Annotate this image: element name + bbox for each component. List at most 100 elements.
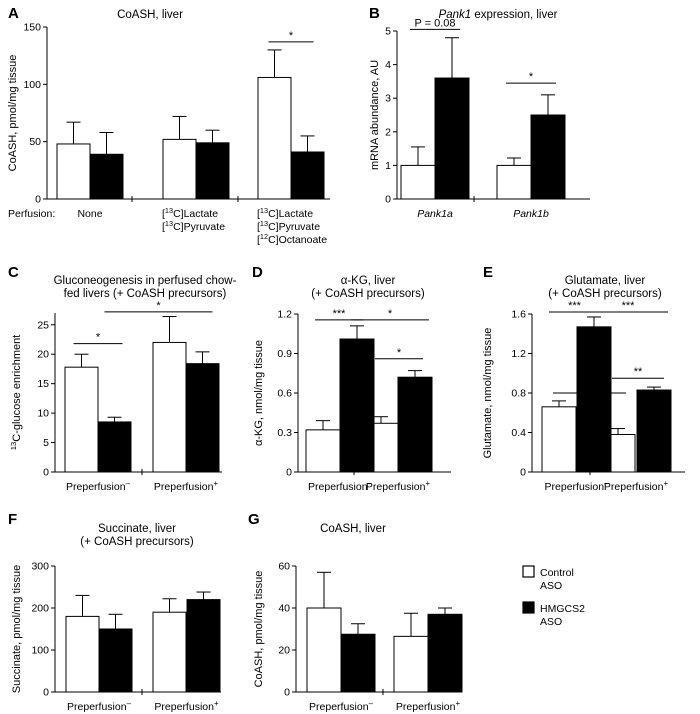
- x-tick-label: [13C]Pyruvate: [257, 219, 320, 234]
- bar: [152, 611, 187, 693]
- significance-bracket-label: *: [156, 300, 161, 312]
- y-tick-label: 15: [37, 378, 49, 390]
- y-tick-label: 50: [29, 136, 41, 148]
- significance-bracket-label: *: [289, 30, 294, 42]
- x-tick-label: Preperfusion+: [154, 699, 219, 714]
- panel-title-line: α-KG, liver: [341, 275, 396, 287]
- bar: [530, 114, 566, 200]
- x-tick-label: Preperfusion–: [545, 479, 610, 494]
- chart-panel-a: A CoASH, liver CoASH, pmol/mg tissue 0 50 100…: [7, 5, 330, 246]
- y-axis-label: CoASH, pmol/mg tissue: [253, 571, 265, 688]
- y-axis-label: CoASH, pmol/mg tissue: [7, 55, 19, 172]
- panel-label-e: E: [483, 264, 493, 281]
- significance-bracket-label: NS: [582, 381, 597, 393]
- significance-bracket-label: **: [634, 366, 643, 378]
- y-tick-label: 5: [385, 26, 391, 38]
- panel-label-d: D: [252, 264, 263, 281]
- x-tick-label: Preperfusion–: [309, 699, 374, 714]
- y-tick-label: 0: [520, 467, 526, 479]
- x-tick-label: Preperfusion+: [604, 479, 669, 494]
- bar: [152, 341, 187, 473]
- y-tick-label: 20: [37, 349, 49, 361]
- y-tick-label: 0: [43, 467, 49, 479]
- bar: [186, 599, 221, 693]
- y-tick-label: 100: [23, 79, 41, 91]
- bar: [636, 389, 672, 473]
- legend-label: Control: [540, 567, 574, 579]
- x-tick-label: Preperfusion–: [67, 699, 132, 714]
- y-tick-label: 60: [278, 561, 290, 573]
- y-tick-label: 5: [43, 437, 49, 449]
- legend-label: ASO: [540, 580, 562, 592]
- x-tick-label: [13C]Pyruvate: [162, 219, 225, 234]
- bar: [305, 429, 341, 473]
- panel-label-f: F: [8, 511, 17, 528]
- y-tick-label: 0.4: [511, 427, 526, 439]
- y-tick-label: 0: [286, 467, 292, 479]
- bar: [56, 143, 91, 200]
- y-tick-label: 1.6: [511, 309, 526, 321]
- panel-label-c: C: [8, 264, 19, 281]
- y-tick-label: 1.2: [511, 348, 526, 360]
- significance-bracket-label: *: [397, 347, 402, 359]
- bar: [257, 76, 292, 200]
- significance-bracket-label: *: [96, 332, 101, 344]
- significance-bracket-label: *: [529, 71, 534, 83]
- y-tick-label: 0: [43, 687, 49, 699]
- bar: [541, 406, 577, 473]
- y-tick-label: 300: [31, 561, 49, 573]
- y-tick-label: 0.6: [277, 388, 292, 400]
- bar: [89, 153, 124, 200]
- perfusion-row-label: Perfusion:: [8, 208, 55, 220]
- bar: [162, 138, 197, 200]
- significance-bracket-label: ***: [333, 308, 347, 320]
- y-tick-label: 0.8: [511, 388, 526, 400]
- bar: [64, 366, 99, 473]
- y-tick-label: 2: [385, 126, 391, 138]
- significance-bracket-label: ***: [568, 300, 582, 312]
- bar: [290, 151, 325, 200]
- panel-label-b: B: [369, 5, 380, 22]
- chart-panel-c: C Gluconeogenesis in perfused chow-fed li…: [8, 264, 237, 479]
- x-tick-label: Preperfusion+: [366, 479, 431, 494]
- x-tick-label: Pank1a: [417, 208, 453, 220]
- bar: [65, 615, 100, 693]
- y-tick-label: 3: [385, 93, 391, 105]
- bar: [397, 376, 433, 473]
- legend-swatch: [522, 565, 535, 578]
- bar: [576, 326, 612, 473]
- y-axis-label: 13C-glucose enrichment: [9, 335, 24, 451]
- significance-label: P = 0.08: [414, 17, 455, 29]
- y-tick-label: 40: [278, 603, 290, 615]
- bar: [434, 77, 470, 200]
- panel-title: Pank1 expression, liver: [439, 9, 558, 21]
- x-tick-label: [13C]Lactate: [162, 206, 218, 221]
- chart-panel-g: G CoASH, liver CoASH, pmol/mg tissue 0 20 40 6…: [248, 511, 463, 699]
- bar: [393, 635, 429, 693]
- panel-title-line: (+ CoASH precursors): [311, 288, 425, 300]
- significance-bracket-label: *: [388, 308, 393, 320]
- panel-title: CoASH, liver: [117, 9, 183, 21]
- y-tick-label: 200: [31, 603, 49, 615]
- x-tick-label: Preperfusion+: [396, 699, 461, 714]
- panel-title-line: fed livers (+ CoASH precursors): [64, 288, 227, 300]
- panel-title-line: Glutamate, liver: [565, 275, 646, 287]
- x-tick-label: [13C]Lactate: [257, 206, 313, 221]
- bar: [306, 607, 342, 693]
- panel-title: CoASH, liver: [320, 523, 386, 535]
- bar: [97, 421, 132, 473]
- y-tick-label: 0: [385, 194, 391, 206]
- bar: [427, 613, 463, 693]
- x-tick-label: Preperfusion–: [308, 479, 373, 494]
- y-tick-label: 100: [31, 645, 49, 657]
- y-tick-label: 1: [385, 160, 391, 172]
- x-tick-label: Pank1b: [513, 208, 549, 220]
- bar: [185, 363, 220, 473]
- y-tick-label: 25: [37, 319, 49, 331]
- x-tick-label: [12C]Octanoate: [257, 232, 327, 247]
- y-tick-label: 150: [23, 22, 41, 34]
- y-tick-label: 4: [385, 59, 391, 71]
- y-tick-label: 0.3: [277, 427, 292, 439]
- y-axis-label: mRNA abundance, AU: [369, 60, 381, 170]
